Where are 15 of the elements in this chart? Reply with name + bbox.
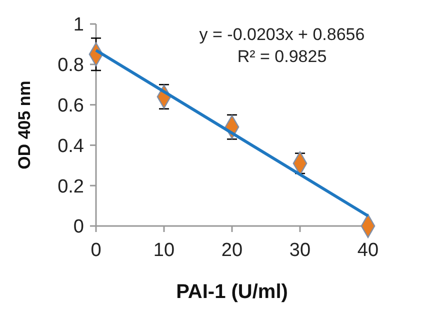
annotation: R² = 0.9825 xyxy=(237,47,327,66)
y-tick-label: 0.8 xyxy=(58,55,84,76)
y-tick-label: 1 xyxy=(73,14,84,36)
x-tick-label: 30 xyxy=(289,240,311,261)
x-tick-label: 40 xyxy=(357,240,379,261)
x-tick-label: 10 xyxy=(153,240,175,261)
y-tick-label: 0.2 xyxy=(58,176,84,198)
x-axis-title: PAI-1 (U/ml) xyxy=(176,281,288,303)
annotation: y = -0.0203x + 0.8656 xyxy=(199,25,365,44)
x-tick-label: 20 xyxy=(221,240,243,261)
y-axis-title: OD 405 nm xyxy=(15,80,34,170)
x-tick-label: 0 xyxy=(90,240,102,261)
y-tick-label: 0.4 xyxy=(58,136,84,157)
y-tick-label: 0.6 xyxy=(58,95,84,116)
y-tick-label: 0 xyxy=(73,216,84,238)
